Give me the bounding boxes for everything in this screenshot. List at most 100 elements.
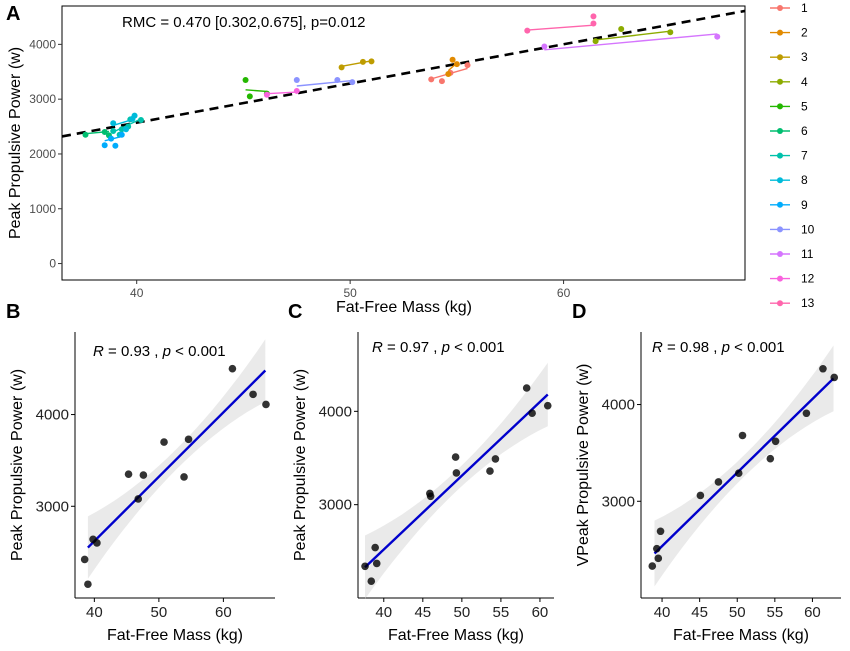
panel-b-y-tick-label: 4000 [36,407,69,424]
panel-a-point-subject-4 [592,38,599,45]
panel-c-annotation: R = 0.97 , p < 0.001 [372,339,505,356]
panel-c-regression-line [364,393,549,569]
legend-key-point-2 [777,29,783,36]
panel-d-data-point [734,469,743,478]
panel-a-point-subject-4 [618,26,625,33]
panel-c-data-point [452,469,461,477]
panel-d-p-symbol: p [721,339,730,356]
panel-c-x-tick-label: 50 [454,604,471,621]
panel-b-data-point [134,495,143,503]
legend-key-point-8 [777,177,783,184]
panel-d-annotation: R = 0.98 , p < 0.001 [652,339,785,356]
panel-c-r-value: = 0.97 , [383,339,442,356]
legend-key-point-6 [777,128,783,134]
legend-label-7: 7 [801,149,808,163]
panel-a-annotation: RMC = 0.470 [0.302,0.675], p=0.012 [122,14,366,31]
panel-a-y-tick-label: 1000 [29,202,56,216]
legend-key-point-7 [777,152,783,159]
panel-c-data-point [543,401,552,410]
panel-d-data-point [802,409,811,418]
panel-c-x-tick-label: 60 [532,604,549,621]
panel-a-point-subject-7 [137,116,144,123]
panel-a-point-subject-2 [449,56,456,63]
legend-key-point-9 [777,201,783,208]
panel-b-letter: B [6,301,20,323]
panel-b-r-value: = 0.93 , [104,343,163,360]
panel-a-x-tick-label: 40 [130,286,144,300]
panel-c-r-symbol: R [372,339,383,356]
panel-a-point-subject-10 [334,76,341,83]
panel-a-point-subject-12 [293,87,300,94]
panel-b-data-point [139,471,148,479]
panel-d-r-symbol: R [652,339,663,356]
panel-a-point-subject-9 [118,131,125,138]
panel-b-y-tick-label: 3000 [36,498,69,515]
panel-b-data-point [262,400,270,409]
panel-d-x-tick-label: 55 [766,604,783,621]
panel-c-y-tick-label: 3000 [319,497,352,514]
panel-a-point-subject-6 [82,131,89,138]
legend-key-point-4 [777,78,783,85]
panel-a-point-subject-9 [101,142,108,149]
panel-b-p-symbol: p [162,343,171,360]
panel-a-fit-line-subject-10 [296,79,353,87]
legend-label-6: 6 [801,124,808,138]
legend-key-point-10 [777,226,783,233]
panel-d-content: 3000 4000 40 45 50 55 60 [602,345,839,621]
panel-a-point-subject-1 [464,62,471,69]
panel-d-x-axis-title: Fat-Free Mass (kg) [673,627,809,644]
panel-d: D 3000 4000 40 45 50 55 60 R = 0.98 , p < 0.00… [572,301,841,644]
panel-c-data-point [486,467,494,475]
legend-label-1: 1 [801,1,808,15]
panel-d-letter: D [572,301,586,323]
panel-a-point-subject-5 [246,93,253,100]
panel-a-point-subject-1 [438,78,445,85]
legend-label-2: 2 [801,26,808,40]
panel-c-data-point [371,543,379,552]
panel-a-point-subject-9 [112,142,119,149]
panel-d-data-point [830,373,839,382]
panel-b-data-point [124,470,133,478]
panel-b-annotation: R = 0.93 , p < 0.001 [93,343,226,360]
panel-a-point-subject-13 [590,20,597,27]
panel-b-data-point [184,435,193,444]
panel-c-x-tick-label: 55 [493,604,510,621]
panel-c-data-point [491,455,500,463]
panel-b-x-tick-label: 60 [215,604,232,621]
panel-a-point-subject-7 [118,126,125,133]
panel-d-x-tick-label: 50 [729,604,746,621]
panel-c-x-axis-title: Fat-Free Mass (kg) [388,627,524,644]
panel-c: C 3000 4000 40 45 50 55 60 R = 0.97 , p < 0.00… [288,301,554,644]
legend-key-point-3 [777,54,783,61]
legend-label-5: 5 [801,99,808,113]
panel-a-point-subject-8 [131,112,138,119]
panel-c-p-value: < 0.001 [450,339,505,356]
panel-a-fit-line-subject-5 [245,89,267,93]
legend-label-4: 4 [801,75,808,89]
panel-d-y-tick-label: 3000 [602,493,635,510]
panel-a-y-axis-title: Peak Propulsive Power (w) [7,47,24,239]
panel-a-y-tick-label: 3000 [29,92,56,106]
panel-a-fit-line-subject-11 [544,33,718,51]
panel-d-x-tick-label: 45 [691,604,708,621]
panel-c-data-point [528,409,536,418]
panel-c-y-axis-title: Peak Propulsive Power (w) [292,369,309,561]
legend-key-point-11 [777,251,783,257]
panel-d-regression-line [653,377,835,555]
panel-b-data-point [228,364,237,373]
panel-a-y-tick-label: 2000 [29,147,56,161]
panel-a-point-subject-12 [263,91,270,98]
panel-b-data-point [84,580,92,589]
legend-label-8: 8 [801,173,808,187]
panel-a-fit-line-subject-3 [341,60,372,67]
panel-a-point-subject-3 [368,58,375,65]
panel-b-x-axis-title: Fat-Free Mass (kg) [107,627,243,644]
panel-c-data-point [372,559,381,568]
panel-c-p-symbol: p [441,339,450,356]
legend-key-point-5 [777,103,783,110]
legend-label-12: 12 [801,272,815,286]
legend-label-11: 11 [801,247,814,261]
panel-a-x-ticks: 40 50 60 [130,280,571,300]
panel-a-point-subject-8 [110,120,117,127]
